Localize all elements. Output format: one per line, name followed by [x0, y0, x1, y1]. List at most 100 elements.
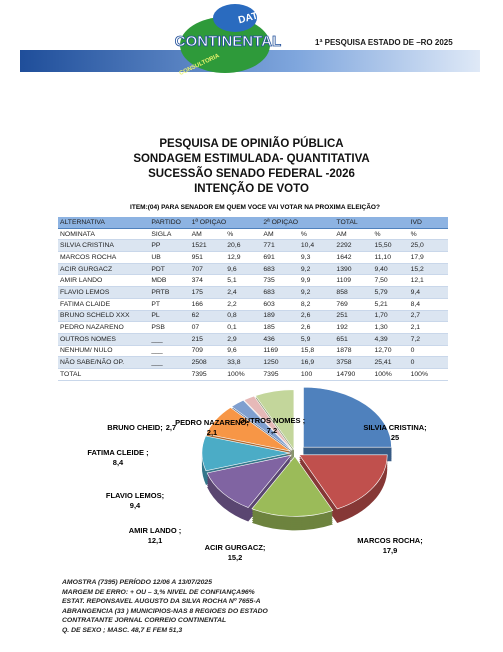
slice-label: ACIR GURGACZ;	[205, 543, 266, 552]
table-cell: 951	[189, 251, 226, 264]
footer-line: MARGEM DE ERRO: + OU – 3,% NIVEL DE CONF…	[62, 588, 255, 596]
table-cell: 735	[261, 274, 299, 288]
table-cell: 5,79	[372, 286, 409, 299]
table-cell: NENHUM/ NULO	[58, 345, 150, 358]
slice-value: 2,1	[207, 428, 217, 437]
slice-value: 7,2	[267, 426, 277, 435]
header-cell: SIGLA	[149, 228, 190, 241]
table-cell: 436	[261, 333, 299, 346]
footer-line: AMOSTRA (7395) PERÍODO 12/06 A 13/07/202…	[62, 579, 212, 586]
table-cell: MARCOS ROCHA	[58, 251, 150, 264]
table-cell: 0,8	[225, 310, 262, 323]
header-row: ALTERNATIVA PARTIDO 1ª OPIÇAO 2ª OPIÇAO TOTA…	[58, 217, 448, 229]
table-row: PEDRO NAZARENO PSB 07 0,1 185 2,6 192 1,30 2,1	[58, 321, 448, 334]
table-cell: 1109	[334, 274, 373, 288]
slice-value: 9,4	[130, 501, 141, 510]
footer-line: CONTRATANTE JORNAL CORREIO CONTINENTAL	[62, 617, 227, 625]
table-cell: 15,8	[298, 345, 335, 358]
table-cell: PRTB	[149, 286, 190, 299]
table-row: SILVIA CRISTINA PP 1521 20,6 771 10,4 2292 15,5…	[58, 239, 448, 253]
table-cell: 603	[261, 298, 299, 311]
table-cell: 12,9	[225, 251, 262, 264]
pie-chart: SILVIA CRISTINA;25 MARCOS ROCHA;17,9 ACIR …	[87, 386, 427, 562]
slice-label: FLAVIO LEMOS;	[106, 491, 164, 500]
header-cell: %	[225, 228, 262, 241]
table-cell: 709	[189, 345, 226, 358]
table-cell: UB	[149, 251, 190, 264]
table-row: FLAVIO LEMOS PRTB 175 2,4 683 9,2 858 5,79 9,4	[58, 286, 448, 299]
table-cell: BRUNO SCHELD XXX	[58, 310, 150, 323]
table-cell: 17,9	[408, 251, 448, 264]
table-cell: 1169	[261, 345, 299, 358]
table-cell: 8,4	[408, 298, 448, 311]
table-row: NENHUM/ NULO ___ 709 9,6 1169 15,8 1878 12,70 0	[58, 345, 448, 358]
table-cell: 07	[189, 321, 226, 334]
table-row: NÃO SABE/NÃO OP. ___ 2508 33,8 1250 16,9 3758 2…	[58, 356, 448, 369]
table-cell: 7,50	[372, 274, 409, 288]
slice	[303, 386, 392, 448]
table-row: ACIR GURGACZ PDT 707 9,6 683 9,2 1390 9,40 15,2	[58, 263, 448, 276]
footer-line: Q. DE SEXO ; MASC. 48,7 E FEM 51,3	[62, 627, 183, 634]
table-cell: 62	[189, 310, 226, 323]
table-cell: OUTROS NOMES	[58, 333, 150, 346]
table-cell: 5,21	[372, 298, 409, 311]
table-cell: 100%	[408, 368, 448, 381]
table-cell: 3758	[334, 356, 373, 369]
title: PESQUISA DE OPINIÃO PÚBLICA	[159, 138, 344, 150]
table-cell: 4,39	[372, 333, 409, 346]
table-cell: 2292	[334, 239, 373, 253]
table-cell: 691	[261, 251, 299, 264]
table-cell: ___	[149, 356, 190, 369]
table-cell: MDB	[149, 274, 190, 288]
table-cell: 9,6	[225, 345, 262, 358]
slice-label: MARCOS ROCHA;	[357, 536, 422, 545]
header-row: NOMINATA SIGLA AM% AM% AM%%	[58, 228, 448, 241]
slice-label: OUTROS NOMES ;	[239, 416, 305, 425]
table-row: MARCOS ROCHA UB 951 12,9 691 9,3 1642 11,10 17,9	[58, 251, 448, 264]
table-cell: 192	[334, 321, 373, 334]
header-cell: NOMINATA	[58, 228, 150, 241]
slice	[231, 399, 293, 451]
table-cell: 16,9	[298, 356, 335, 369]
header-note: 1ª PESQUISA ESTADO DE –RO 2025	[315, 38, 453, 47]
table-row: BRUNO SCHELD XXX PL 62 0,8 189 2,6 251 1,70 2,7	[58, 310, 448, 323]
slice	[201, 435, 291, 472]
table-cell: NÃO SABE/NÃO OP.	[58, 356, 150, 369]
slice-value: 8,4	[113, 458, 124, 467]
header-cell: AM	[334, 228, 373, 241]
table-cell: 100	[298, 368, 335, 381]
slice-value: 15,2	[228, 553, 243, 562]
table-cell: 15,50	[372, 239, 409, 253]
slice-value: 12,1	[148, 536, 163, 545]
table-cell: 12,1	[408, 274, 448, 288]
slice	[254, 389, 295, 451]
table-cell: 100%	[225, 368, 262, 381]
table-cell: 185	[261, 321, 299, 334]
table-cell: ___	[149, 345, 190, 358]
table-cell: 7395	[261, 368, 299, 381]
table-cell: 25,0	[408, 239, 448, 253]
table-row: OUTROS NOMES ___ 215 2,9 436 5,9 651 4,39 7,2	[58, 333, 448, 346]
table-cell: 9,3	[298, 251, 335, 264]
table-cell: 1,70	[372, 310, 409, 323]
table-cell: 1390	[334, 263, 373, 276]
table-cell: 9,2	[298, 286, 335, 299]
table-cell: 9,40	[372, 263, 409, 276]
logo-shape	[180, 17, 270, 73]
table-cell: 683	[261, 263, 299, 276]
table-cell: 33,8	[225, 356, 262, 369]
table-cell: 374	[189, 274, 226, 288]
table-cell: 2,2	[225, 298, 262, 311]
title: SONDAGEM ESTIMULADA- QUANTITATIVA	[133, 153, 370, 165]
table-cell: 12,70	[372, 345, 409, 358]
slice-label: AMIR LANDO ;	[129, 526, 182, 535]
table-cell: FATIMA CLAIDE	[58, 298, 150, 311]
table-cell	[149, 368, 190, 381]
table-cell: 20,6	[225, 239, 262, 253]
logo-shape	[213, 4, 257, 32]
header-cell: %	[372, 228, 409, 241]
table-cell: 15,2	[408, 263, 448, 276]
table-cell: AMIR LANDO	[58, 274, 150, 288]
table-row: AMIR LANDO MDB 374 5,1 735 9,9 1109 7,50 12,1	[58, 274, 448, 288]
slice	[206, 454, 292, 508]
